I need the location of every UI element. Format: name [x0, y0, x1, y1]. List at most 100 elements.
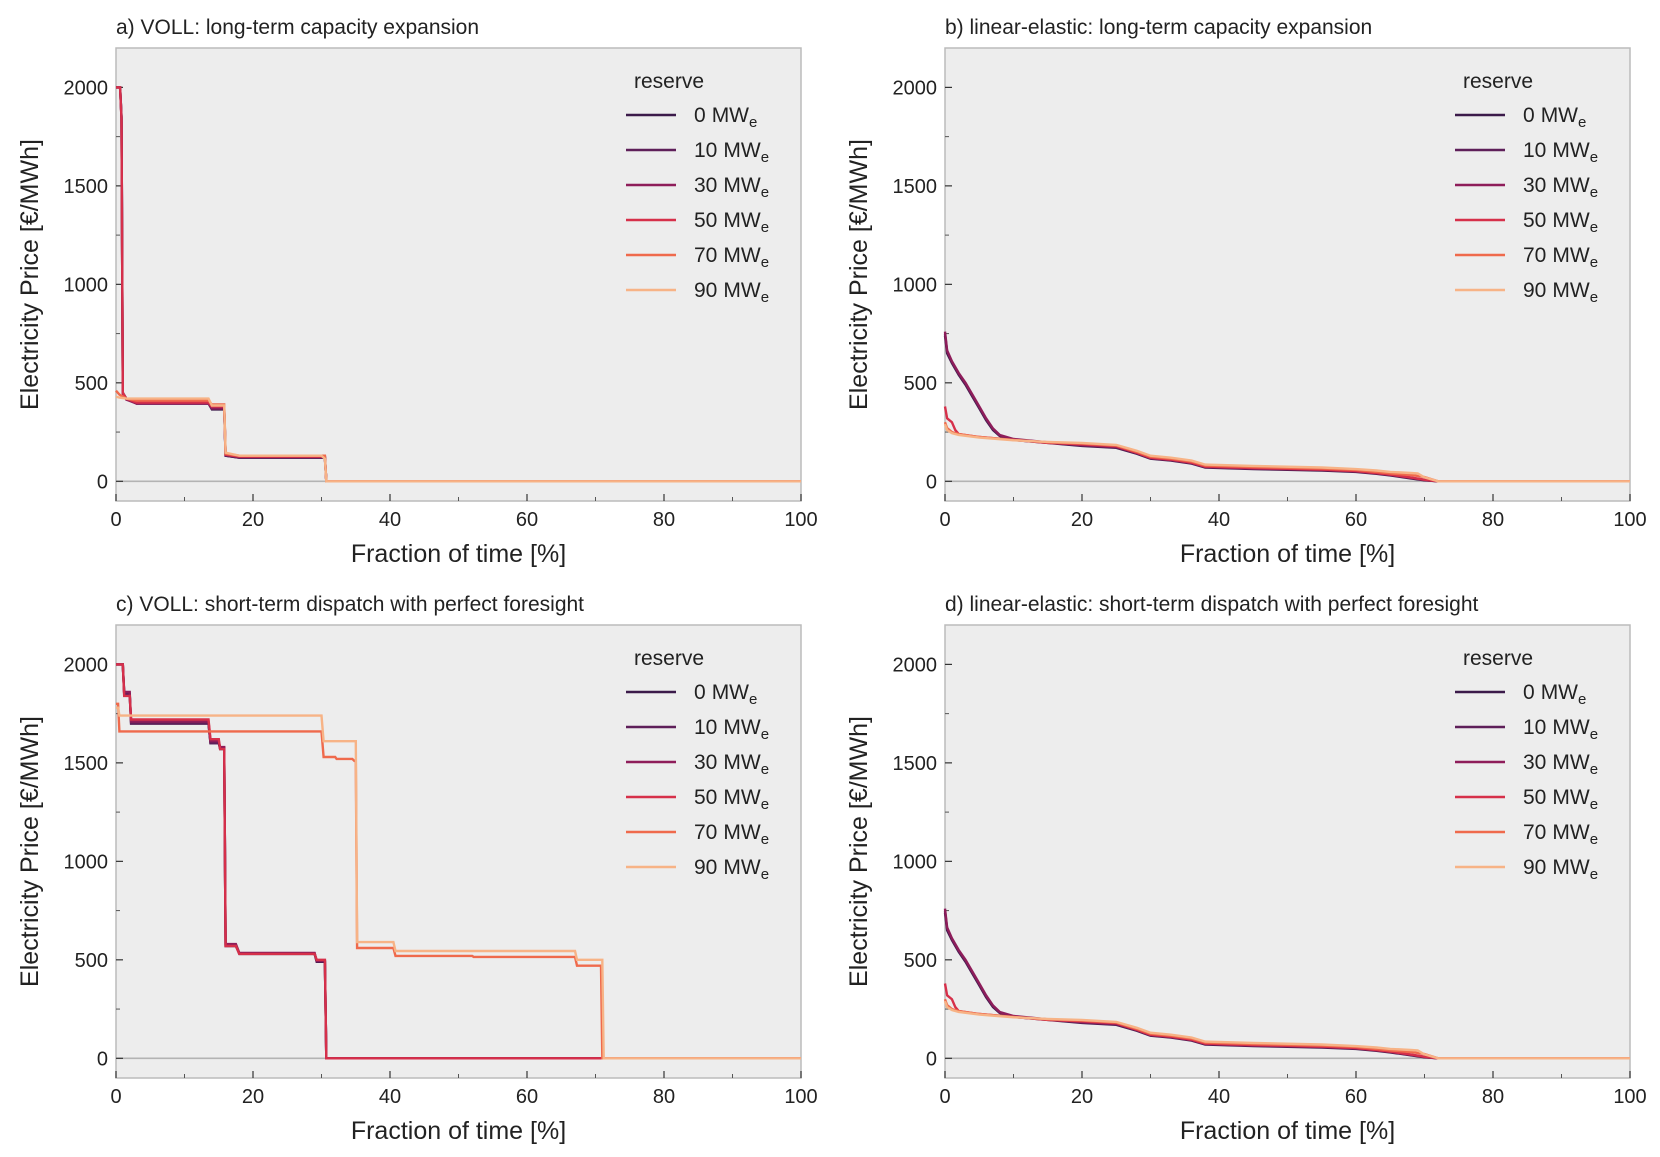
y-tick-label: 500 [904, 950, 937, 972]
legend-unit: MW [723, 821, 760, 844]
y-tick-label: 1500 [893, 753, 938, 775]
legend-unit: MW [723, 139, 760, 162]
legend-unit-subscript: e [1590, 219, 1598, 236]
legend-value: 30 [694, 174, 717, 197]
legend-label: 10 MWe [694, 716, 769, 743]
legend-unit-subscript: e [1578, 691, 1586, 708]
legend-unit: MW [1552, 856, 1589, 879]
legend-label: 30 MWe [1523, 751, 1598, 778]
series-group [115, 86, 801, 483]
chart-panel-a: a) VOLL: long-term capacity expansion 0 20… [16, 16, 818, 568]
legend-unit-subscript: e [1590, 184, 1598, 201]
y-axis-label: Electricity Price [€/MWh] [16, 139, 44, 410]
legend-unit: MW [723, 279, 760, 302]
legend-value: 10 [694, 716, 717, 739]
legend-unit: MW [723, 751, 760, 774]
y-tick-label: 1000 [893, 851, 938, 873]
x-tick-label: 0 [110, 1086, 121, 1108]
legend-unit-subscript: e [761, 726, 769, 743]
chart-panel-c: c) VOLL: short-term dispatch with perfec… [16, 593, 818, 1145]
legend-value: 10 [1523, 716, 1546, 739]
legend-unit-subscript: e [761, 289, 769, 306]
chart-title: b) linear-elastic: long-term capacity ex… [945, 16, 1372, 39]
y-tick-label: 1000 [64, 274, 109, 296]
x-tick-label: 100 [1613, 1086, 1646, 1108]
legend-unit-subscript: e [1590, 726, 1598, 743]
y-tick-label: 1500 [64, 753, 109, 775]
legend-value: 90 [694, 856, 717, 879]
legend-unit-subscript: e [1590, 149, 1598, 166]
legend-value: 50 [1523, 209, 1546, 232]
legend-value: 70 [1523, 244, 1546, 267]
series-group [116, 663, 801, 1060]
x-axis-label: Fraction of time [%] [1180, 540, 1395, 568]
chart-title: a) VOLL: long-term capacity expansion [116, 16, 479, 39]
x-tick-label: 80 [1482, 1086, 1504, 1108]
legend-label: 0 MWe [694, 681, 757, 708]
legend-value: 30 [1523, 174, 1546, 197]
y-axis-label: Electricity Price [€/MWh] [16, 716, 44, 987]
x-tick-label: 0 [110, 509, 121, 531]
x-tick-label: 80 [653, 509, 675, 531]
legend-unit: MW [723, 786, 760, 809]
chart-title: c) VOLL: short-term dispatch with perfec… [116, 593, 584, 616]
legend-label: 10 MWe [1523, 716, 1598, 743]
x-tick-label: 40 [379, 1086, 401, 1108]
legend-title: reserve [634, 647, 704, 670]
x-tick-label: 0 [939, 509, 950, 531]
y-axis-label: Electricity Price [€/MWh] [845, 139, 873, 410]
legend-unit: MW [1552, 821, 1589, 844]
x-tick-label: 60 [516, 1086, 538, 1108]
legend-unit: MW [1541, 681, 1578, 704]
x-tick-label: 40 [1208, 1086, 1230, 1108]
series-line-90-mwe [943, 1000, 1630, 1060]
legend-value: 30 [694, 751, 717, 774]
legend-unit-subscript: e [761, 866, 769, 883]
legend-unit: MW [1552, 244, 1589, 267]
y-tick-label: 0 [97, 1048, 108, 1070]
y-tick-label: 1500 [893, 176, 938, 198]
legend-unit-subscript: e [1590, 796, 1598, 813]
legend-value: 10 [694, 139, 717, 162]
y-tick-label: 2000 [64, 77, 109, 99]
x-tick-label: 80 [653, 1086, 675, 1108]
legend-label: 0 MWe [1523, 104, 1586, 131]
legend-label: 30 MWe [1523, 174, 1598, 201]
legend-label: 70 MWe [694, 821, 769, 848]
chart-panel-d: d) linear-elastic: short-term dispatch w… [845, 593, 1647, 1145]
plot-area [944, 47, 1631, 502]
x-tick-label: 100 [784, 509, 817, 531]
legend-unit: MW [1552, 751, 1589, 774]
legend-unit: MW [723, 856, 760, 879]
y-tick-label: 1500 [64, 176, 109, 198]
legend-value: 50 [694, 209, 717, 232]
x-tick-label: 80 [1482, 509, 1504, 531]
legend-value: 70 [1523, 821, 1546, 844]
legend-value: 0 [694, 104, 706, 127]
x-axis-label: Fraction of time [%] [1180, 1117, 1395, 1145]
legend-title: reserve [1463, 647, 1533, 670]
legend-value: 0 [1523, 104, 1535, 127]
legend-label: 90 MWe [694, 856, 769, 883]
plot-area [115, 47, 802, 502]
series-line-50-mwe [116, 663, 801, 1060]
legend-value: 70 [694, 244, 717, 267]
legend-unit-subscript: e [749, 114, 757, 131]
legend-value: 30 [1523, 751, 1546, 774]
x-tick-label: 20 [1071, 1086, 1093, 1108]
legend-value: 50 [694, 786, 717, 809]
x-tick-label: 40 [1208, 509, 1230, 531]
x-axis-label: Fraction of time [%] [351, 540, 566, 568]
series-line-90-mwe [943, 423, 1630, 483]
legend-label: 30 MWe [694, 174, 769, 201]
series-group [943, 908, 1630, 1060]
legend-label: 70 MWe [1523, 244, 1598, 271]
x-tick-label: 60 [1345, 1086, 1367, 1108]
legend-value: 90 [1523, 279, 1546, 302]
legend-unit-subscript: e [761, 184, 769, 201]
legend-unit: MW [1552, 716, 1589, 739]
